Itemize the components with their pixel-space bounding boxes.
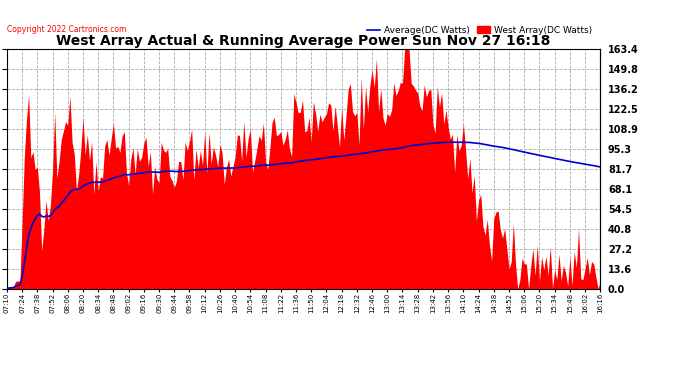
Legend: Average(DC Watts), West Array(DC Watts): Average(DC Watts), West Array(DC Watts) [363, 22, 595, 38]
Title: West Array Actual & Running Average Power Sun Nov 27 16:18: West Array Actual & Running Average Powe… [57, 34, 551, 48]
Text: Copyright 2022 Cartronics.com: Copyright 2022 Cartronics.com [7, 26, 126, 34]
